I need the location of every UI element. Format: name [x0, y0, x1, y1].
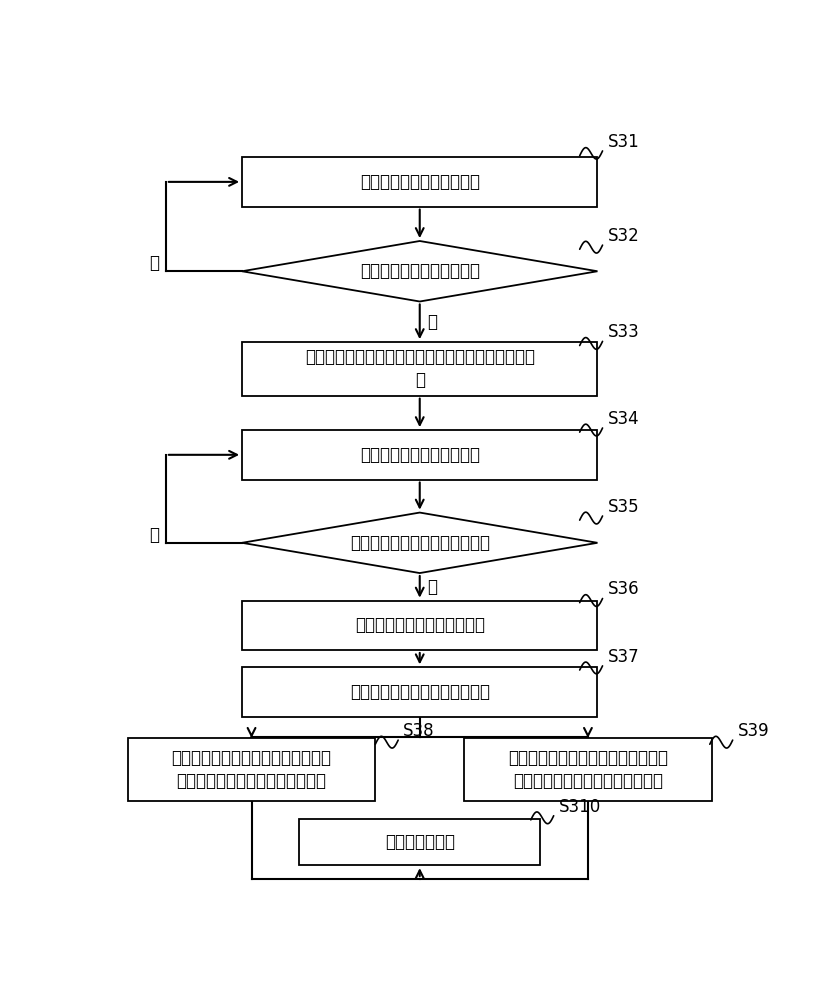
Text: S31: S31	[608, 133, 640, 151]
Text: 是: 是	[150, 254, 160, 272]
FancyBboxPatch shape	[242, 601, 598, 650]
Text: 是: 是	[150, 526, 160, 544]
Text: 比较排气管的压力值和预设范围: 比较排气管的压力值和预设范围	[350, 683, 490, 701]
Text: S39: S39	[738, 722, 769, 740]
Text: S37: S37	[608, 648, 640, 666]
Text: 排气管的压力值大于该预设范围的上
限时，确定空调系统发生回路异常: 排气管的压力值大于该预设范围的上 限时，确定空调系统发生回路异常	[508, 749, 668, 790]
Text: 获取空调系统的运行电流值: 获取空调系统的运行电流值	[360, 173, 480, 191]
FancyBboxPatch shape	[242, 667, 598, 717]
Text: S310: S310	[559, 798, 601, 816]
FancyBboxPatch shape	[299, 818, 541, 865]
Text: 排气管的压力值小于该预设范围的下
限时，确定空调系统发生供电异常: 排气管的压力值小于该预设范围的下 限时，确定空调系统发生供电异常	[171, 749, 332, 790]
Text: 控制压缩机停机: 控制压缩机停机	[385, 833, 455, 851]
Text: S34: S34	[608, 410, 640, 428]
FancyBboxPatch shape	[128, 738, 375, 801]
Polygon shape	[242, 241, 598, 302]
Text: 运行电流值小于电流设定值: 运行电流值小于电流设定值	[360, 262, 480, 280]
Text: S35: S35	[608, 498, 640, 516]
FancyBboxPatch shape	[242, 342, 598, 396]
FancyBboxPatch shape	[464, 738, 712, 801]
Text: 获取空调系统的运行电流值: 获取空调系统的运行电流值	[360, 446, 480, 464]
Text: S36: S36	[608, 580, 640, 598]
FancyBboxPatch shape	[242, 430, 598, 480]
Text: 控制压缩机停机，在第一时间后，控制压缩机再次开
启: 控制压缩机停机，在第一时间后，控制压缩机再次开 启	[305, 348, 535, 389]
Text: 空调的运行电流小于预设电流值: 空调的运行电流小于预设电流值	[350, 534, 490, 552]
Text: 否: 否	[428, 578, 437, 596]
Text: S38: S38	[403, 722, 435, 740]
Polygon shape	[242, 513, 598, 573]
Text: 获取压缩机的排气管的压力值: 获取压缩机的排气管的压力值	[355, 616, 485, 634]
FancyBboxPatch shape	[242, 157, 598, 207]
Text: 否: 否	[428, 313, 437, 331]
Text: S33: S33	[608, 323, 640, 341]
Text: S32: S32	[608, 227, 640, 245]
